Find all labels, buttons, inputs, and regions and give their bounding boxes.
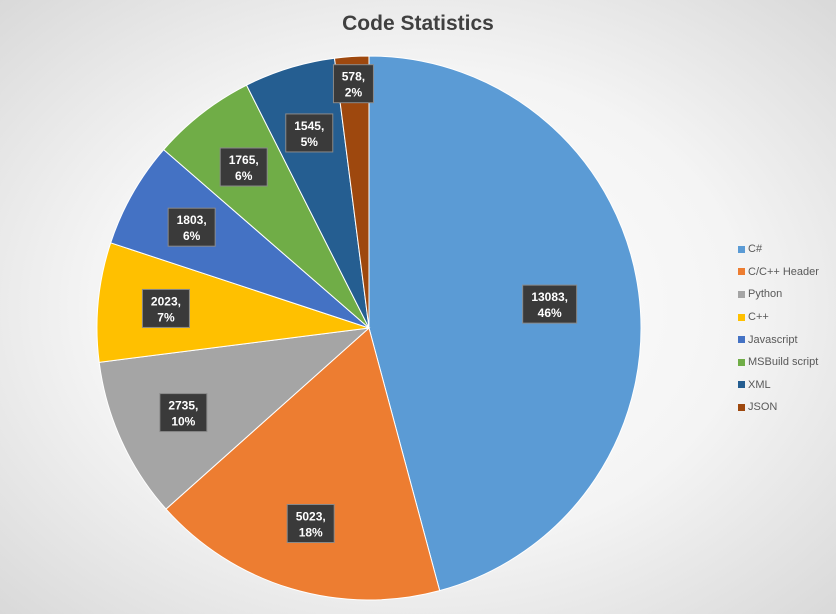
data-label-box: [522, 284, 578, 324]
data-label-box: [285, 113, 334, 153]
legend: C# C/C++ Header Python C++ Javascript MSBuild…: [738, 238, 834, 419]
pie-slice-json: [333, 55, 370, 329]
data-label-percent: 7%: [157, 310, 175, 324]
data-label-percent: 46%: [538, 306, 562, 320]
pie-slice-python: [98, 327, 371, 510]
data-label-percent: 10%: [171, 415, 195, 429]
data-label-c-c-header: 5023, 18%: [286, 503, 335, 543]
legend-swatch: [738, 358, 745, 366]
legend-item-json: JSON: [738, 396, 834, 419]
legend-item-c-c-header: C/C++ Header: [738, 261, 834, 284]
data-label-python: 2735, 10%: [159, 393, 208, 433]
data-label-javascript: 1803, 6%: [167, 207, 216, 247]
legend-swatch: [738, 290, 745, 298]
data-label-percent: 6%: [235, 169, 253, 183]
data-label-percent: 2%: [345, 86, 363, 100]
legend-swatch: [738, 245, 745, 253]
legend-item-python: Python: [738, 283, 834, 306]
data-label-box: [167, 207, 216, 247]
data-label-c: 2023, 7%: [141, 288, 190, 328]
data-label-percent: 6%: [183, 229, 201, 243]
legend-swatch: [738, 268, 745, 276]
data-label-box: [332, 64, 374, 104]
legend-item-javascript: Javascript: [738, 328, 834, 351]
legend-label: C++: [748, 311, 769, 324]
data-label-percent: 18%: [299, 525, 323, 539]
data-label-box: [219, 147, 268, 187]
legend-swatch: [738, 313, 745, 321]
legend-label: XML: [748, 378, 771, 391]
data-label-value: 2023,: [151, 294, 181, 308]
chart-title: Code Statistics: [342, 12, 494, 35]
pie-slice-c: [96, 242, 370, 363]
data-label-box: [141, 288, 190, 328]
data-label-value: 1765,: [229, 153, 259, 167]
data-label-msbuild-script: 1765, 6%: [219, 147, 268, 187]
legend-item-msbuild-script: MSBuild script: [738, 351, 834, 374]
data-label-value: 2735,: [168, 399, 198, 413]
legend-item-c: C#: [738, 238, 834, 261]
legend-label: Python: [748, 288, 783, 301]
data-label-c: 13083, 46%: [522, 284, 578, 324]
legend-label: JSON: [748, 401, 778, 414]
pie-slice-c-c-header: [165, 327, 441, 601]
pie-slice-c: [368, 55, 642, 592]
legend-label: Javascript: [748, 333, 798, 346]
data-label-value: 5023,: [296, 509, 326, 523]
data-label-json: 578, 2%: [332, 64, 374, 104]
data-label-value: 13083,: [531, 290, 568, 304]
data-label-percent: 5%: [301, 135, 319, 149]
data-label-value: 578,: [342, 70, 365, 84]
data-label-value: 1803,: [177, 213, 207, 227]
legend-label: MSBuild script: [748, 356, 819, 369]
data-label-xml: 1545, 5%: [285, 113, 334, 153]
legend-swatch: [738, 381, 745, 389]
legend-item-c: C++: [738, 306, 834, 329]
legend-label: C/C++ Header: [748, 265, 819, 278]
legend-item-xml: XML: [738, 374, 834, 397]
legend-label: C#: [748, 243, 763, 256]
data-label-box: [159, 393, 208, 433]
legend-swatch: [738, 336, 745, 344]
data-label-box: [286, 503, 335, 543]
legend-swatch: [738, 403, 745, 411]
data-label-value: 1545,: [294, 119, 324, 133]
